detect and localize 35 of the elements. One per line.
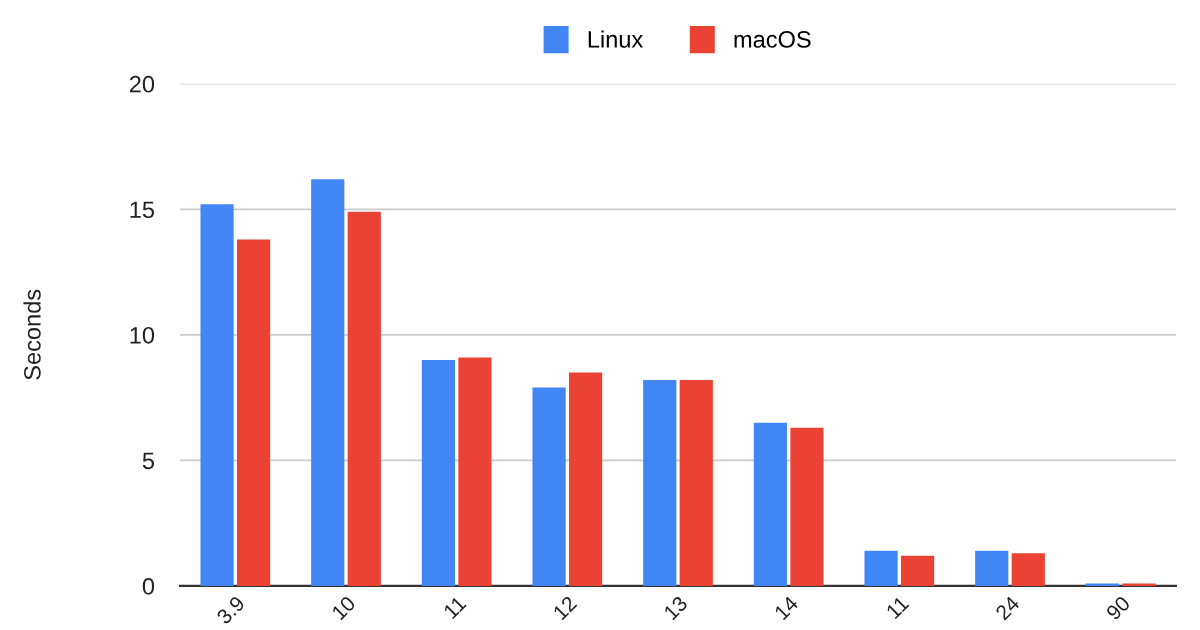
bar xyxy=(311,179,345,586)
bar xyxy=(347,211,381,586)
bar xyxy=(900,555,935,586)
y-tick-label: 5 xyxy=(142,452,155,470)
x-tick-label: 13 xyxy=(663,595,689,621)
bar xyxy=(236,239,271,586)
bar xyxy=(790,427,824,586)
x-tick-label: 14 xyxy=(773,595,799,621)
x-tick-label: 11 xyxy=(885,595,910,620)
bar xyxy=(864,550,898,586)
y-tick-label: 20 xyxy=(129,75,155,93)
bar xyxy=(753,422,788,586)
legend-label: Linux xyxy=(588,30,643,48)
x-tick-label: 11 xyxy=(443,595,467,620)
y-axis-title: Seconds xyxy=(23,289,41,380)
x-tick-label: 10 xyxy=(331,595,357,621)
x-tick-label: 90 xyxy=(1105,595,1131,621)
legend-label: macOS xyxy=(734,31,811,48)
bar xyxy=(458,357,492,586)
y-tick-label: 10 xyxy=(130,326,155,344)
bar xyxy=(532,387,566,586)
y-tick-label: 0 xyxy=(142,577,155,595)
bar xyxy=(200,204,234,586)
bar xyxy=(679,380,713,586)
bar xyxy=(1122,583,1156,586)
bar xyxy=(1011,553,1045,586)
x-tick-label: 3.9 xyxy=(215,595,246,625)
y-tick-label: 15 xyxy=(130,201,155,219)
bar xyxy=(421,359,456,586)
bar xyxy=(1085,583,1120,586)
bar xyxy=(568,372,603,586)
bar xyxy=(643,380,677,586)
x-tick-label: 12 xyxy=(552,595,578,621)
bar xyxy=(975,550,1009,586)
x-tick-label: 24 xyxy=(994,595,1021,621)
